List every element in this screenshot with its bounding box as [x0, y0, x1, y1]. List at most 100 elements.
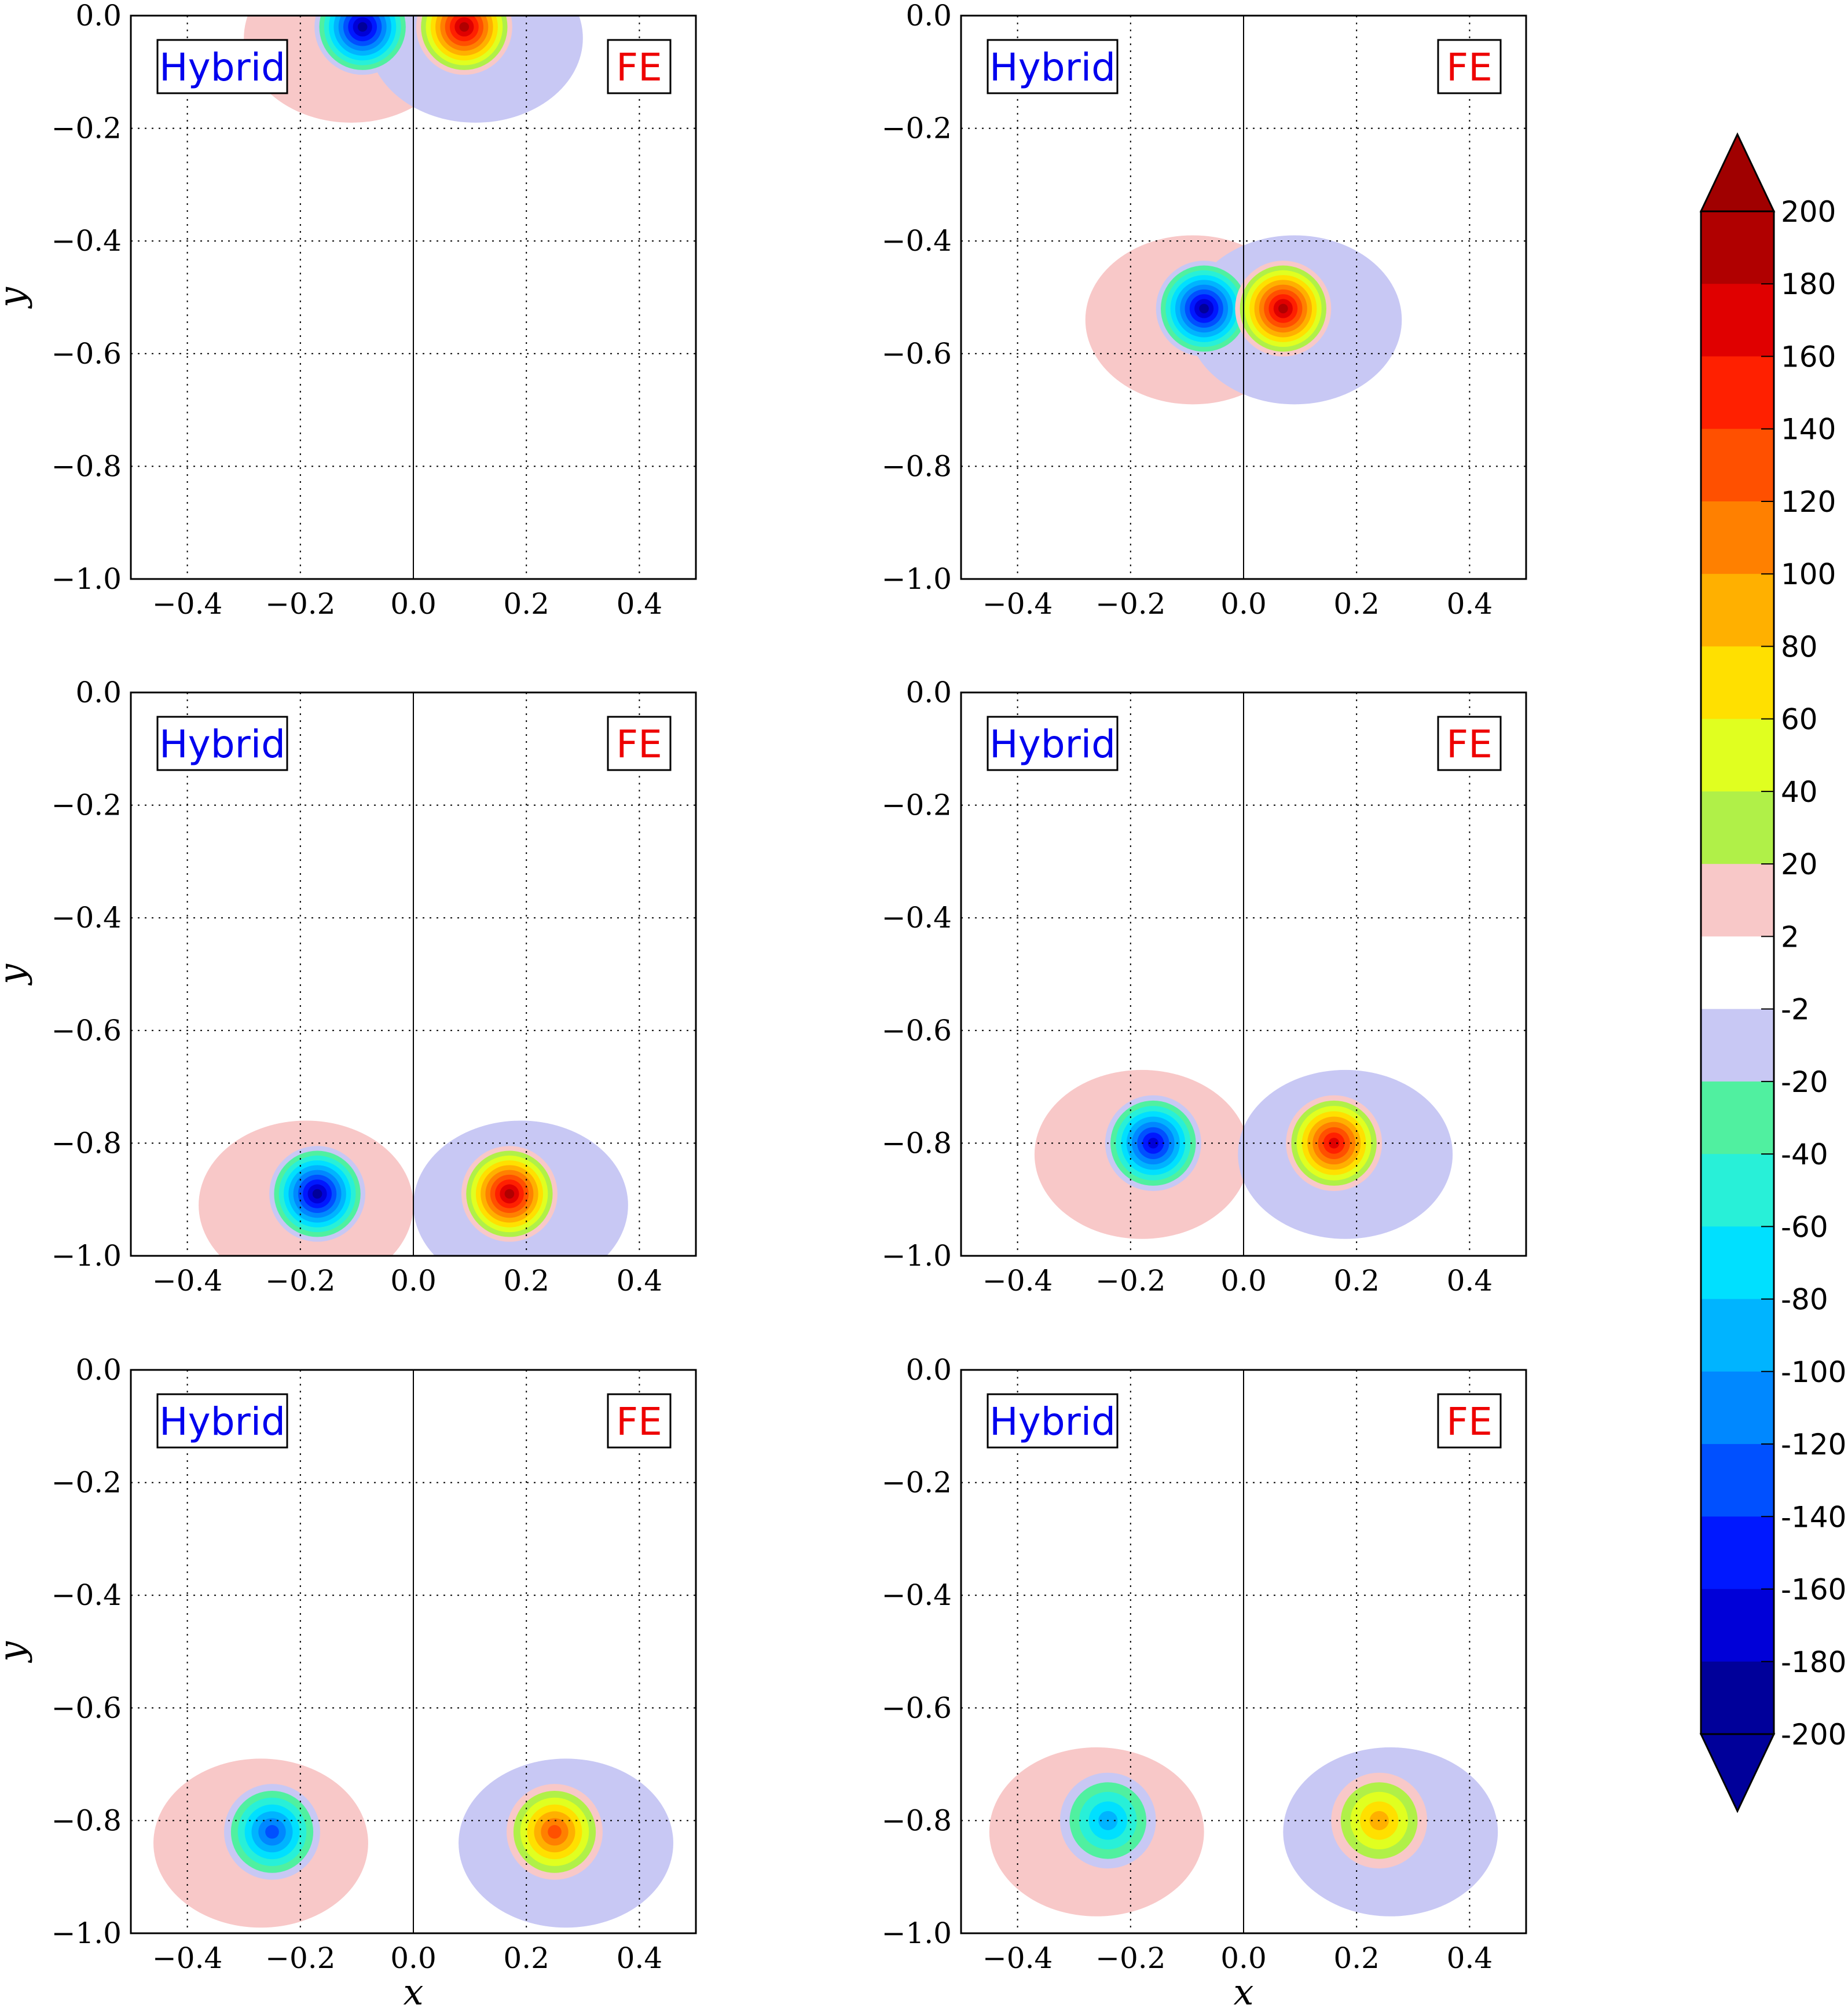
y-tick-label: −1.0: [52, 1916, 122, 1950]
colorbar-tick-label: 20: [1781, 848, 1818, 881]
x-tick-label: −0.2: [1095, 587, 1165, 621]
colorbar-tick-label: -140: [1781, 1500, 1846, 1534]
x-tick-label: 0.0: [1220, 1264, 1267, 1298]
y-tick-label: −0.2: [52, 789, 122, 822]
x-tick-label: −0.2: [1095, 1941, 1165, 1975]
panel-4: −0.4 −0.2 0.0 0.2 0.4 0.0 −0.2 −0.4 −0.6 −0.8 −1.0…: [882, 676, 1527, 1298]
hybrid-label-text: Hybrid: [159, 1399, 285, 1444]
colorbar-band: [1701, 284, 1774, 357]
hybrid-label-text: Hybrid: [989, 45, 1116, 90]
x-tick-label: −0.2: [1095, 1264, 1165, 1298]
vortex-right-contour-9: [459, 22, 470, 32]
x-axis-label: x: [404, 1971, 424, 2012]
vortex-right-contour-8: [1328, 1138, 1340, 1149]
vorticity-field: [1034, 1069, 1453, 1239]
y-tick-label: −0.4: [52, 1578, 122, 1612]
panel-3: −0.4 −0.2 0.0 0.2 0.4 0.0 −0.2 −0.4 −0.6 −0.8 −1.0…: [0, 676, 697, 1298]
colorbar-band: [1701, 1444, 1774, 1517]
colorbar-band: [1701, 864, 1774, 937]
y-tick-label: −0.6: [52, 1014, 122, 1047]
y-axis-label: y: [0, 287, 33, 309]
colorbar-tick-label: 180: [1781, 267, 1836, 301]
fe-label-text: FE: [1446, 722, 1493, 767]
colorbar-tick-label: 40: [1781, 775, 1818, 809]
colorbar-band: [1701, 1154, 1774, 1227]
x-tick-label: 0.4: [617, 587, 663, 621]
y-tick-label: −1.0: [882, 1239, 952, 1273]
x-tick-label: 0.0: [390, 1941, 437, 1975]
hybrid-label: Hybrid: [987, 1393, 1119, 1449]
colorbar-tick-label: 120: [1781, 485, 1836, 519]
y-tick-label: −0.8: [52, 449, 122, 483]
vortex-left-contour-8: [1147, 1138, 1159, 1149]
colorbar-band: [1701, 936, 1774, 1010]
y-tick-label: −0.4: [52, 224, 122, 258]
x-tick-label: −0.4: [152, 1264, 222, 1298]
colorbar-band: [1701, 1516, 1774, 1590]
y-tick-label: −0.6: [882, 337, 952, 371]
hybrid-label: Hybrid: [156, 39, 288, 94]
y-tick-label: 0.0: [905, 1353, 952, 1387]
x-tick-label: 0.4: [1447, 1264, 1493, 1298]
fe-label-text: FE: [616, 722, 662, 767]
colorbar-tick-label: -100: [1781, 1355, 1846, 1389]
y-tick-label: −0.6: [882, 1691, 952, 1725]
vortex-left-contour-9: [1199, 303, 1209, 314]
y-tick-label: −0.2: [882, 789, 952, 822]
colorbar-band: [1701, 719, 1774, 792]
hybrid-label: Hybrid: [987, 716, 1119, 771]
colorbar-tick-label: 100: [1781, 558, 1836, 591]
x-tick-label: 0.4: [617, 1264, 663, 1298]
vorticity-field: [1085, 235, 1402, 405]
y-tick-label: −0.8: [882, 1804, 952, 1837]
x-tick-label: 0.0: [1220, 587, 1267, 621]
x-tick-label: 0.0: [390, 1264, 437, 1298]
fe-label: FE: [607, 39, 672, 94]
colorbar-band: [1701, 1371, 1774, 1445]
y-tick-label: −0.2: [882, 1466, 952, 1500]
y-tick-label: −0.8: [52, 1804, 122, 1837]
x-tick-label: −0.2: [265, 587, 335, 621]
colorbar-band: [1701, 211, 1774, 284]
fe-label-text: FE: [616, 45, 662, 90]
fe-label-text: FE: [616, 1399, 662, 1444]
hybrid-label: Hybrid: [156, 716, 288, 771]
vortex-right-contour-9: [1278, 303, 1288, 314]
colorbar-band: [1701, 1299, 1774, 1372]
panels-grid: −0.4 −0.2 0.0 0.2 0.4 0.0 −0.2 −0.4 −0.6 −0.8 −1.0…: [0, 0, 1527, 2012]
y-tick-label: 0.0: [905, 676, 952, 709]
colorbar-band: [1701, 1661, 1774, 1735]
y-tick-label: −0.4: [882, 901, 952, 934]
x-tick-label: 0.2: [503, 1264, 549, 1298]
vorticity-field: [244, 16, 583, 123]
y-tick-label: −0.2: [882, 112, 952, 145]
colorbar-extend-low: [1699, 1733, 1776, 1813]
vorticity-field: [199, 1120, 628, 1256]
colorbar-tick-label: 60: [1781, 703, 1818, 736]
y-tick-label: 0.0: [75, 0, 122, 32]
y-tick-label: 0.0: [75, 1353, 122, 1387]
fe-label: FE: [607, 716, 672, 771]
y-tick-label: −0.6: [52, 337, 122, 371]
x-tick-label: 0.0: [1220, 1941, 1267, 1975]
vorticity-field: [153, 1758, 673, 1928]
x-tick-label: −0.4: [152, 1941, 222, 1975]
colorbar-tick-label: -2: [1781, 993, 1810, 1027]
colorbar-band: [1701, 791, 1774, 864]
x-tick-label: −0.4: [152, 587, 222, 621]
y-tick-label: −1.0: [882, 562, 952, 596]
colorbar-tick-label: -120: [1781, 1428, 1846, 1461]
y-tick-label: −0.8: [882, 1126, 952, 1160]
panel-5: −0.4 −0.2 0.0 0.2 0.4 0.0 −0.2 −0.4 −0.6 −0.8 −1.0…: [0, 1353, 697, 2012]
panel-6: −0.4 −0.2 0.0 0.2 0.4 0.0 −0.2 −0.4 −0.6 −0.8 −1.0…: [882, 1353, 1527, 2012]
x-tick-label: 0.2: [1333, 1941, 1380, 1975]
y-tick-label: −0.2: [52, 1466, 122, 1500]
x-tick-label: −0.4: [982, 1941, 1053, 1975]
colorbar-tick-label: 160: [1781, 340, 1836, 373]
y-tick-label: −0.2: [52, 112, 122, 145]
hybrid-label-text: Hybrid: [159, 45, 285, 90]
y-tick-label: −0.8: [882, 449, 952, 483]
vortex-left-contour-6: [265, 1825, 279, 1839]
colorbar-band: [1701, 1589, 1774, 1662]
